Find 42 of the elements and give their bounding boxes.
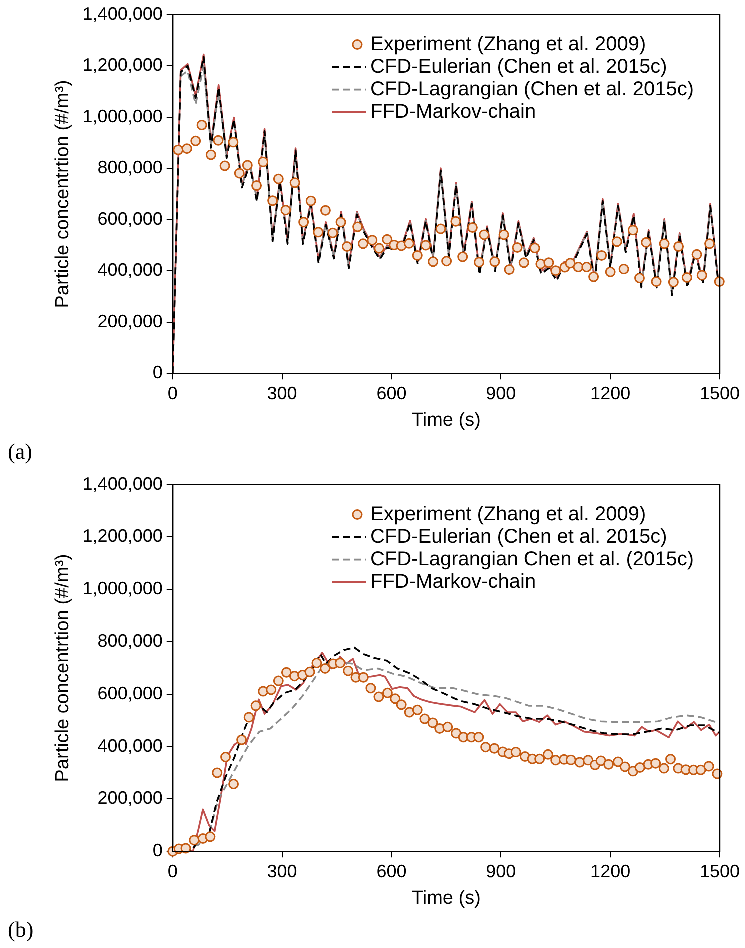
y-tick-label: 200,000 xyxy=(98,311,163,332)
legend-label: CFD-Eulerian (Chen et al. 2015c) xyxy=(370,56,668,78)
x-tick-label: 0 xyxy=(168,861,178,882)
x-tick-label: 600 xyxy=(376,383,407,404)
y-tick-label: 600,000 xyxy=(98,683,163,704)
text: (a) xyxy=(8,438,32,464)
x-tick-label: 1500 xyxy=(700,383,740,404)
legend-label: CFD-Eulerian (Chen et al. 2015c) xyxy=(370,526,668,548)
y-tick-label: 1,200,000 xyxy=(82,55,163,76)
y-tick-label: 400,000 xyxy=(98,260,163,280)
x-tick-label: 300 xyxy=(267,861,298,882)
y-tick-label: 400,000 xyxy=(98,736,163,756)
x-tick-label: 1200 xyxy=(590,383,631,404)
x-axis-title: Time (s) xyxy=(412,410,481,431)
legend-label: CFD-Lagrangian Chen et al. (2015c) xyxy=(370,548,694,570)
text: (b) xyxy=(8,916,34,942)
y-tick-label: 0 xyxy=(152,840,163,861)
legend-label: Experiment (Zhang et al. 2009) xyxy=(370,503,646,526)
y-tick-label: 1,200,000 xyxy=(82,526,163,546)
y-tick-label: 800,000 xyxy=(98,158,163,178)
x-tick-label: 900 xyxy=(486,861,516,882)
x-tick-label: 900 xyxy=(486,383,516,404)
y-tick-label: 800,000 xyxy=(98,630,163,651)
y-tick-label: 1,400,000 xyxy=(82,474,163,494)
x-tick-label: 1200 xyxy=(590,861,631,882)
y-tick-label: 200,000 xyxy=(98,788,163,808)
y-tick-label: 1,000,000 xyxy=(82,578,163,599)
x-tick-label: 1500 xyxy=(700,861,740,882)
y-tick-label: 0 xyxy=(152,362,163,383)
x-tick-label: 300 xyxy=(267,383,298,404)
legend-label: FFD-Markov-chain xyxy=(370,100,536,123)
y-axis-title: Particle concentrtion (#/m³) xyxy=(52,554,74,782)
y-tick-label: 1,000,000 xyxy=(82,106,163,126)
y-tick-label: 1,400,000 xyxy=(82,4,163,24)
legend-label: CFD-Lagrangian (Chen et al. 2015c) xyxy=(370,78,694,100)
x-axis-title: Time (s) xyxy=(412,888,481,909)
y-tick-label: 600,000 xyxy=(98,208,163,229)
legend-label: Experiment (Zhang et al. 2009) xyxy=(370,33,646,56)
legend-label: FFD-Markov-chain xyxy=(370,570,536,593)
x-tick-label: 0 xyxy=(168,383,178,404)
x-tick-label: 600 xyxy=(376,861,407,882)
y-axis-title: Particle concentrtion (#/m³) xyxy=(52,80,74,308)
